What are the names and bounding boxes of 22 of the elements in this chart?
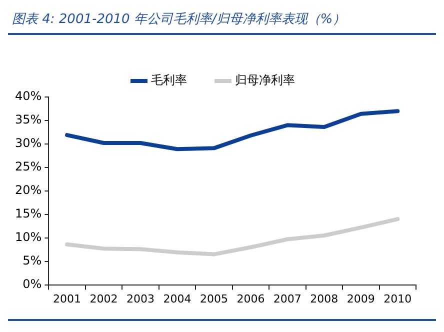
x-tick-label: 2002 bbox=[90, 292, 118, 306]
x-tick-label: 2004 bbox=[163, 292, 192, 306]
y-tick-label: 5% bbox=[22, 253, 42, 268]
x-tick-label: 2010 bbox=[384, 292, 412, 306]
x-tick-label: 2007 bbox=[273, 292, 302, 306]
legend-label: 归母净利率 bbox=[235, 73, 295, 88]
y-tick-label: 25% bbox=[15, 160, 42, 174]
legend-label: 毛利率 bbox=[151, 73, 187, 88]
chart-title: 图表 4: 2001-2010 年公司毛利率/归母净利率表现（%） bbox=[8, 8, 436, 35]
y-tick-label: 35% bbox=[15, 112, 42, 127]
y-tick-label: 40% bbox=[15, 89, 42, 104]
y-tick-label: 20% bbox=[15, 183, 42, 198]
y-tick-label: 0% bbox=[22, 276, 42, 291]
y-tick-label: 10% bbox=[15, 230, 42, 244]
x-tick-label: 2003 bbox=[126, 292, 155, 306]
y-tick-label: 15% bbox=[15, 206, 42, 220]
x-tick-label: 2008 bbox=[310, 292, 338, 306]
x-tick-label: 2001 bbox=[53, 292, 82, 306]
x-tick-label: 2009 bbox=[346, 292, 375, 306]
x-tick-label: 2005 bbox=[200, 292, 228, 306]
y-tick-label: 30% bbox=[15, 136, 42, 150]
x-tick-label: 2006 bbox=[236, 292, 265, 306]
